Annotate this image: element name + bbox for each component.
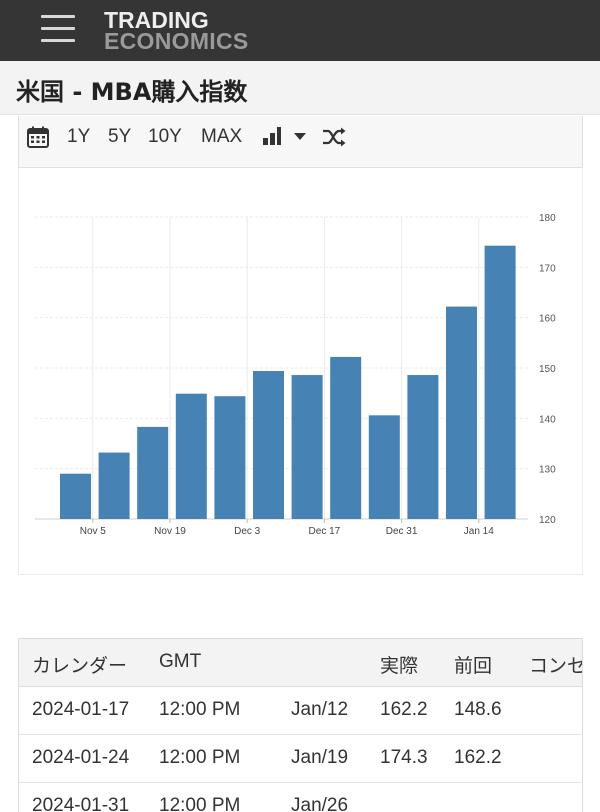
caret-down-icon[interactable] xyxy=(294,133,306,141)
bar[interactable] xyxy=(137,426,169,519)
range-10y-button[interactable]: 10Y xyxy=(148,126,182,147)
cell-reference: Jan/12 xyxy=(291,699,349,720)
bar[interactable] xyxy=(446,306,477,519)
menu-line xyxy=(41,15,75,18)
bar[interactable] xyxy=(60,473,91,519)
x-tick-label: Jan 14 xyxy=(464,526,494,537)
bar[interactable] xyxy=(175,393,207,519)
table-header-row: カレンダー GMT 実際 前回 コンセンサス xyxy=(19,639,583,687)
cell-time: 12:00 PM xyxy=(159,747,241,768)
hamburger-menu-icon[interactable] xyxy=(41,15,75,43)
page-title: 米国 - MBA購入指数 xyxy=(16,78,248,106)
header-consensus: コンセンサス xyxy=(529,656,583,677)
bar[interactable] xyxy=(253,371,284,519)
logo-line-2: ECONOMICS xyxy=(104,28,249,54)
calendar-icon[interactable] xyxy=(27,126,49,148)
x-tick-label: Nov 5 xyxy=(80,526,107,537)
menu-line xyxy=(41,27,75,30)
chart-toolbar: 1Y 5Y 10Y MAX xyxy=(18,116,583,168)
cell-reference: Jan/26 xyxy=(291,795,349,812)
x-tick-label: Dec 17 xyxy=(309,526,341,537)
x-tick-label: Nov 19 xyxy=(154,526,186,537)
x-tick-label: Dec 3 xyxy=(234,526,261,537)
site-logo[interactable]: TRADING ECONOMICS xyxy=(104,7,249,54)
cell-actual: 162.2 xyxy=(380,699,428,720)
bar[interactable] xyxy=(291,375,323,519)
cell-time: 12:00 PM xyxy=(159,699,241,720)
logo-line-1: TRADING xyxy=(104,7,209,33)
cell-previous: 148.6 xyxy=(454,699,502,720)
cell-date: 2024-01-17 xyxy=(32,699,130,720)
range-1y-button[interactable]: 1Y xyxy=(67,126,91,147)
range-5y-button[interactable]: 5Y xyxy=(108,126,132,147)
bar[interactable] xyxy=(407,375,439,519)
bar[interactable] xyxy=(368,415,400,519)
top-bar: TRADING ECONOMICS xyxy=(0,0,600,61)
table-row[interactable]: 2024-01-31 12:00 PM Jan/26 xyxy=(19,783,582,812)
shuffle-icon[interactable] xyxy=(322,126,346,148)
cell-reference: Jan/19 xyxy=(291,747,349,768)
cell-time: 12:00 PM xyxy=(159,795,241,812)
y-tick-label: 140 xyxy=(539,414,556,425)
table-row[interactable]: 2024-01-24 12:00 PM Jan/19 174.3 162.2 xyxy=(19,735,582,783)
header-actual: 実際 xyxy=(380,656,419,677)
y-tick-label: 150 xyxy=(539,364,556,375)
calendar-table: カレンダー GMT 実際 前回 コンセンサス 2024-01-17 12:00 … xyxy=(18,638,583,812)
header-previous: 前回 xyxy=(454,656,493,677)
bar-chart-icon[interactable] xyxy=(262,126,282,146)
bar-chart: 120 130 140 150 160 170 180 Nov 5 Nov 19 Dec 3 Dec… xyxy=(35,213,556,537)
cell-date: 2024-01-24 xyxy=(32,747,130,768)
y-tick-label: 130 xyxy=(539,465,556,476)
range-max-button[interactable]: MAX xyxy=(201,126,243,147)
y-tick-label: 160 xyxy=(539,314,556,325)
table-row[interactable]: 2024-01-17 12:00 PM Jan/12 162.2 148.6 xyxy=(19,687,582,735)
title-bar: 米国 - MBA購入指数 xyxy=(0,61,600,115)
cell-previous: 162.2 xyxy=(454,747,502,768)
x-tick-label: Dec 31 xyxy=(386,526,418,537)
y-tick-label: 180 xyxy=(539,213,556,224)
header-calendar: カレンダー xyxy=(32,656,128,677)
chart-container: 120 130 140 150 160 170 180 Nov 5 Nov 19 Dec 3 Dec… xyxy=(18,168,583,575)
header-gmt: GMT xyxy=(159,651,202,672)
menu-line xyxy=(41,39,75,42)
cell-actual: 174.3 xyxy=(380,747,428,768)
bar[interactable] xyxy=(214,396,246,519)
bar[interactable] xyxy=(98,452,130,519)
cell-date: 2024-01-31 xyxy=(32,795,130,812)
bar[interactable] xyxy=(484,245,516,519)
bar[interactable] xyxy=(330,356,362,519)
y-tick-label: 120 xyxy=(539,515,556,526)
y-tick-label: 170 xyxy=(539,263,556,274)
